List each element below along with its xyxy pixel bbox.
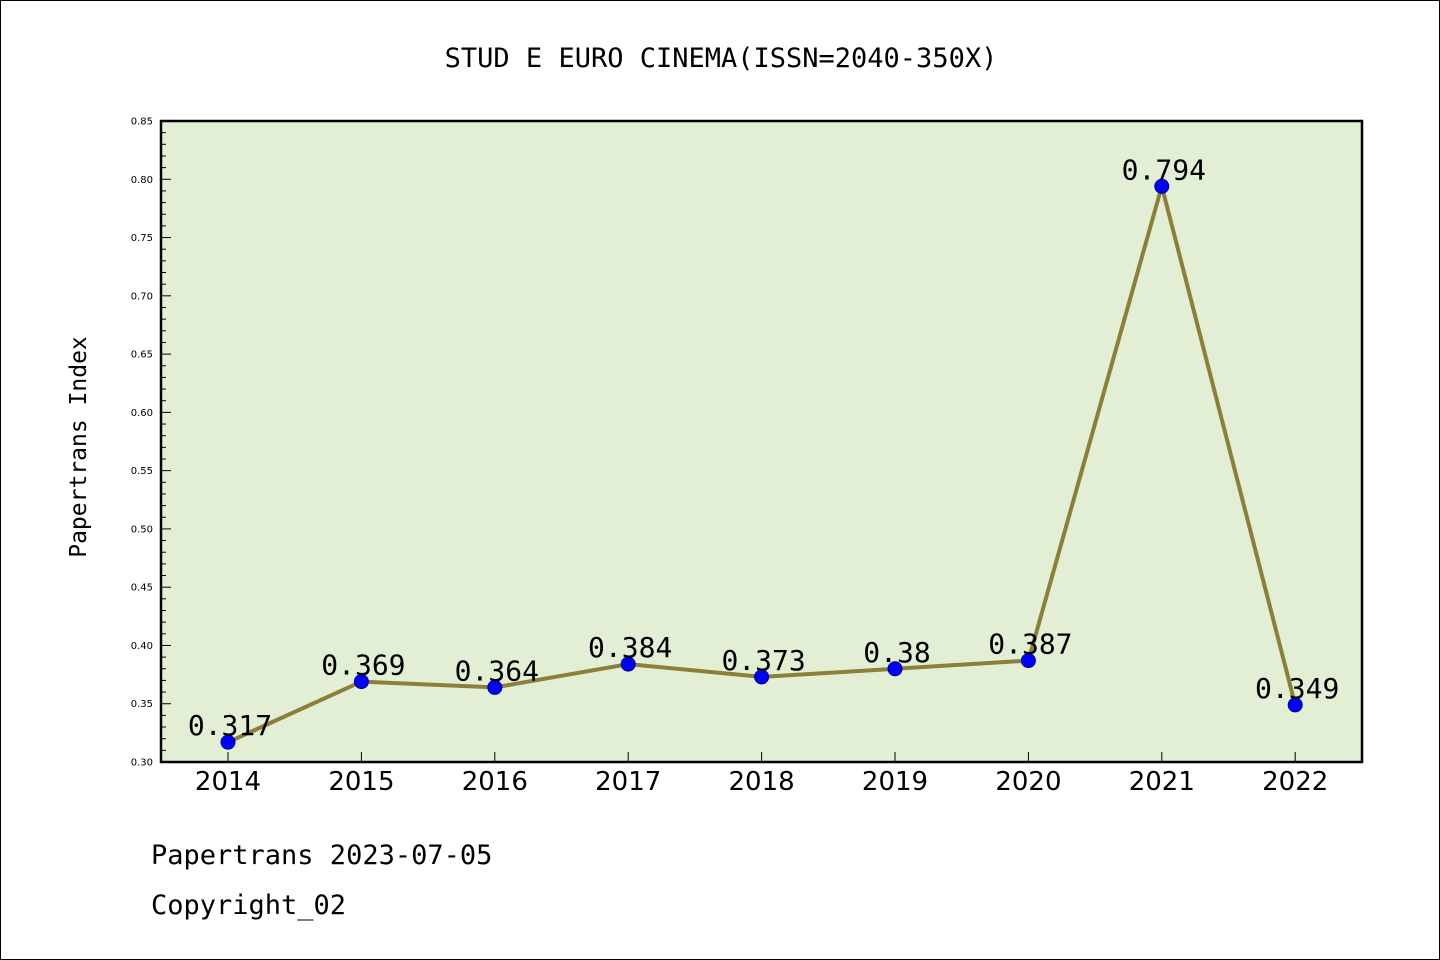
y-tick-label: 0.40 xyxy=(131,641,153,652)
data-label-group: 0.317 0.369 0.364 0.384 0.373 0.38 0.387 0.794 0… xyxy=(188,153,1339,742)
plot-area xyxy=(159,119,1364,764)
y-tick-label: 0.75 xyxy=(131,233,153,244)
data-label: 0.794 xyxy=(1122,153,1206,186)
data-label: 0.387 xyxy=(988,628,1072,661)
y-axis: 0.30 0.35 0.40 0.45 0.50 0.55 0.60 0.65 0.70 0.75… xyxy=(131,117,171,769)
footer-date-text: Papertrans 2023-07-05 xyxy=(151,840,492,871)
data-label: 0.38 xyxy=(863,636,930,669)
y-tick-label: 0.85 xyxy=(131,117,153,128)
data-label: 0.373 xyxy=(721,644,805,677)
x-tick-label: 2021 xyxy=(1129,767,1195,797)
x-tick-label: 2015 xyxy=(328,767,394,797)
x-tick-label: 2022 xyxy=(1262,767,1328,797)
y-tick-label: 0.65 xyxy=(131,350,153,361)
y-tick-label: 0.80 xyxy=(131,175,153,186)
y-tick-label: 0.30 xyxy=(131,758,153,769)
data-label: 0.317 xyxy=(188,709,272,742)
x-axis: 2014 2015 2016 2017 2018 2019 2020 2021 2022 xyxy=(195,752,1328,797)
data-point xyxy=(887,661,903,677)
data-point xyxy=(1154,178,1170,194)
y-tick-label: 0.35 xyxy=(131,699,153,710)
x-tick-label: 2014 xyxy=(195,767,261,797)
y-tick-label: 0.50 xyxy=(131,524,153,535)
data-point xyxy=(754,669,770,685)
data-point xyxy=(487,679,503,695)
x-tick-label: 2020 xyxy=(995,767,1061,797)
y-tick-label: 0.60 xyxy=(131,408,153,419)
y-tick-label: 0.70 xyxy=(131,291,153,302)
y-tick-label: 0.55 xyxy=(131,466,153,477)
data-label: 0.349 xyxy=(1255,672,1339,705)
data-point xyxy=(353,674,369,690)
x-tick-label: 2018 xyxy=(729,767,795,797)
data-point xyxy=(1287,697,1303,713)
data-point xyxy=(1020,653,1036,669)
y-tick-label: 0.45 xyxy=(131,583,153,594)
x-tick-label: 2017 xyxy=(595,767,661,797)
y-axis-title: Papertrans Index xyxy=(66,336,92,558)
data-point xyxy=(620,656,636,672)
x-tick-label: 2016 xyxy=(462,767,528,797)
data-point xyxy=(220,734,236,750)
data-label: 0.384 xyxy=(588,631,672,664)
chart-title: STUD E EURO CINEMA(ISSN=2040-350X) xyxy=(445,43,998,74)
series-group xyxy=(220,178,1303,750)
x-tick-label: 2019 xyxy=(862,767,928,797)
data-label: 0.364 xyxy=(455,654,539,687)
footer-copyright-text: Copyright_02 xyxy=(151,890,346,921)
data-label: 0.369 xyxy=(321,649,405,682)
